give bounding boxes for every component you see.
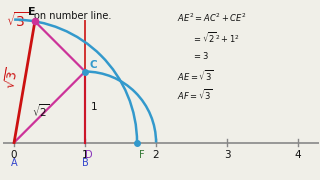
Text: 2: 2: [153, 150, 159, 160]
Text: D: D: [85, 150, 93, 160]
Text: $AF = \sqrt{3}$: $AF = \sqrt{3}$: [177, 88, 213, 102]
Text: $= \sqrt{2}^2 + 1^2$: $= \sqrt{2}^2 + 1^2$: [192, 30, 239, 45]
Text: B: B: [82, 158, 88, 168]
Text: 0: 0: [11, 150, 17, 160]
Text: $AE^2 = AC^2 + CE^2$: $AE^2 = AC^2 + CE^2$: [177, 11, 247, 24]
Text: on number line.: on number line.: [34, 11, 111, 21]
Text: $AE = \sqrt{3}$: $AE = \sqrt{3}$: [177, 69, 214, 83]
Text: 1: 1: [91, 102, 97, 112]
Text: 1: 1: [82, 150, 88, 160]
Text: E: E: [28, 7, 35, 17]
Text: F: F: [139, 150, 145, 160]
Text: $\sqrt{2}$: $\sqrt{2}$: [32, 102, 50, 119]
Text: C: C: [89, 60, 97, 70]
Text: $\sqrt{3}$: $\sqrt{3}$: [5, 11, 28, 30]
Text: $\sqrt{3}$: $\sqrt{3}$: [3, 67, 21, 90]
Text: 3: 3: [224, 150, 230, 160]
Text: $= 3$: $= 3$: [192, 50, 209, 60]
Text: 4: 4: [295, 150, 301, 160]
Text: A: A: [11, 158, 17, 168]
